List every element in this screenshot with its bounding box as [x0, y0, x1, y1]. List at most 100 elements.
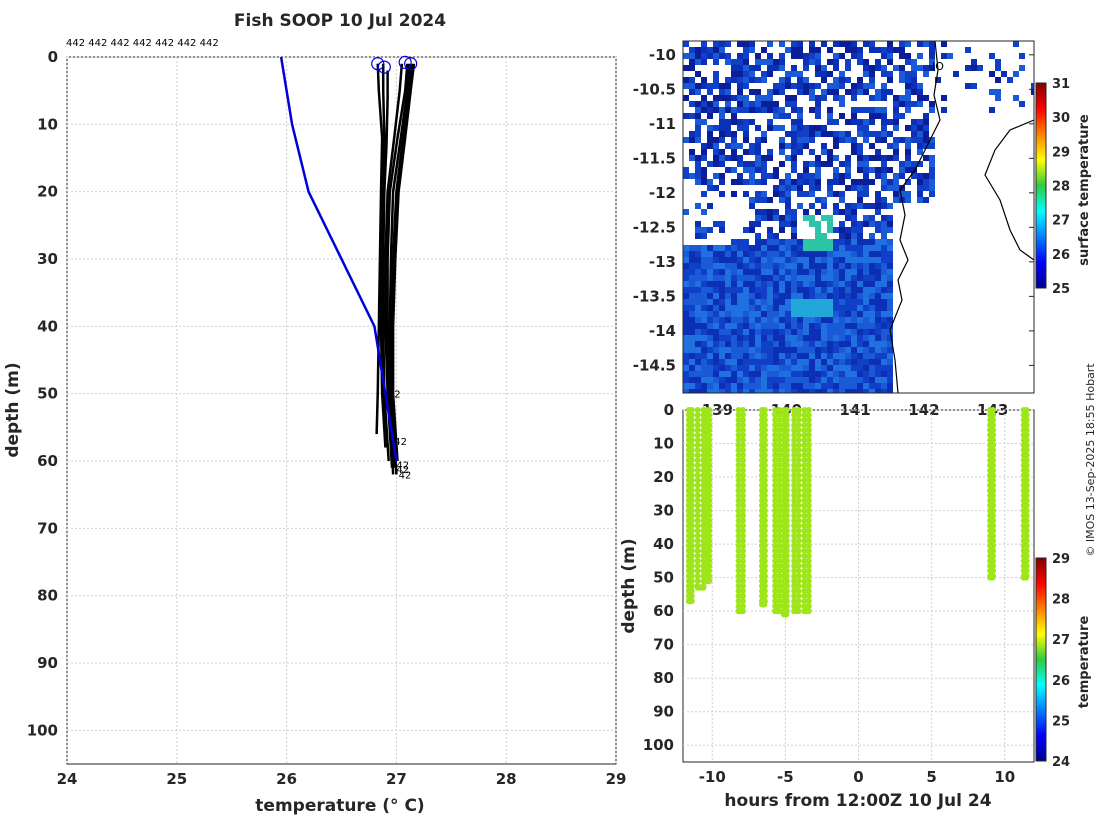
sst-cell [779, 257, 785, 263]
sst-cell [767, 173, 773, 179]
data-point [739, 552, 746, 559]
sst-cell [791, 251, 797, 257]
sst-cell [749, 377, 755, 383]
sst-cell [815, 269, 821, 275]
data-point [761, 552, 768, 559]
data-point [795, 588, 802, 595]
sst-cell [899, 137, 905, 143]
sst-cell [815, 347, 821, 353]
sst-cell [737, 245, 743, 251]
data-point [694, 537, 701, 544]
sst-cell [761, 179, 767, 185]
data-point [694, 492, 701, 499]
sst-cell [827, 323, 833, 329]
sst-cell [839, 161, 845, 167]
sst-cell [815, 233, 821, 239]
sst-cell [839, 41, 845, 47]
sst-cell [743, 299, 749, 305]
sst-cell [761, 269, 767, 275]
sst-cell [881, 383, 887, 389]
sst-cell [869, 65, 875, 71]
sst-cell [851, 323, 857, 329]
sst-cell [791, 269, 797, 275]
sst-cell [989, 107, 995, 113]
sst-cell [875, 353, 881, 359]
sst-cell [701, 95, 707, 101]
sst-cell [707, 185, 713, 191]
sst-cell [749, 311, 755, 317]
data-point [694, 457, 701, 464]
sst-cell [797, 107, 803, 113]
temperature-profile-line [391, 63, 416, 462]
sst-cell [815, 71, 821, 77]
sst-cell [833, 59, 839, 65]
sst-cell [887, 167, 893, 173]
sst-cell [1019, 65, 1025, 71]
sst-cell [755, 101, 761, 107]
sst-cell [917, 185, 923, 191]
sst-cell [773, 245, 779, 251]
sst-cell [725, 347, 731, 353]
sst-cell [725, 359, 731, 365]
sst-cell [875, 251, 881, 257]
sst-cell [851, 47, 857, 53]
sst-cell [695, 131, 701, 137]
sst-cell [845, 269, 851, 275]
sst-cell [821, 317, 827, 323]
data-point [735, 532, 742, 539]
sst-cell [857, 371, 863, 377]
data-point [795, 522, 802, 529]
data-point [805, 562, 812, 569]
data-point [990, 457, 997, 464]
x-tick-label: 26 [276, 770, 297, 788]
sst-cell [893, 47, 899, 53]
sst-cell [815, 329, 821, 335]
data-point [801, 467, 808, 474]
sst-cell [857, 245, 863, 251]
data-point [739, 447, 746, 454]
sst-cell [737, 173, 743, 179]
sst-cell [701, 257, 707, 263]
data-point [739, 522, 746, 529]
sst-cell [725, 119, 731, 125]
sst-cell [797, 269, 803, 275]
sst-cell [839, 83, 845, 89]
data-point [783, 611, 790, 618]
sst-cell [809, 257, 815, 263]
sst-cell [773, 233, 779, 239]
data-point [694, 527, 701, 534]
sst-cell [1019, 53, 1025, 59]
sst-cell [755, 329, 761, 335]
temperature-profile-line [388, 63, 411, 468]
sst-cell [833, 95, 839, 101]
sst-cell [821, 233, 827, 239]
sst-cell [749, 149, 755, 155]
sst-cell [743, 269, 749, 275]
data-point [761, 412, 768, 419]
data-point [1023, 542, 1030, 549]
data-point [739, 608, 746, 615]
data-point [791, 502, 798, 509]
data-point [1023, 407, 1030, 413]
sst-cell [917, 137, 923, 143]
sst-cell [887, 47, 893, 53]
data-point [761, 527, 768, 534]
x-tick-label: 5 [926, 768, 936, 786]
sst-cell [869, 365, 875, 371]
sst-cell [857, 149, 863, 155]
sst-cell [755, 209, 761, 215]
sst-cell [899, 161, 905, 167]
data-point [772, 427, 779, 434]
sst-cell [707, 251, 713, 257]
sst-cell [803, 251, 809, 257]
data-point [783, 472, 790, 479]
sst-cell [839, 341, 845, 347]
coastline-east [984, 119, 1034, 261]
sst-cell [971, 83, 977, 89]
sst-cell [845, 185, 851, 191]
sst-cell [707, 83, 713, 89]
data-point [783, 507, 790, 514]
sst-cell [755, 287, 761, 293]
sst-cell [713, 47, 719, 53]
sst-cell [707, 101, 713, 107]
